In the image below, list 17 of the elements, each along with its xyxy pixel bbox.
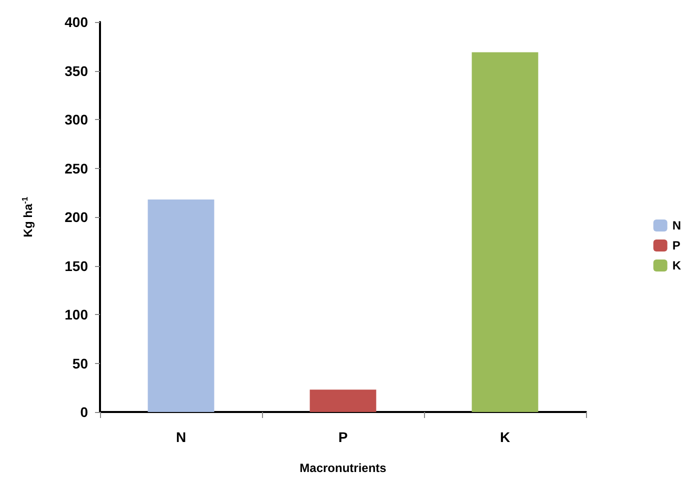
legend-label: P [672, 238, 680, 252]
y-tick-label: 400 [64, 14, 88, 30]
y-tick-label: 250 [64, 160, 88, 176]
x-tick-label: P [338, 429, 348, 445]
x-tick-label: N [176, 429, 186, 445]
y-tick-label: 50 [72, 355, 88, 372]
y-tick-label: 350 [64, 62, 88, 79]
legend-label: K [672, 258, 682, 272]
y-tick-label: 100 [64, 306, 88, 322]
y-axis-title: Kg ha-1 [20, 196, 35, 238]
x-axis-title: Macronutrients [300, 461, 387, 475]
y-tick-label: 150 [64, 258, 88, 274]
y-tick-label: 300 [64, 112, 88, 128]
y-tick-label: 200 [64, 209, 88, 225]
y-tick-label: 0 [80, 404, 88, 420]
legend-label: N [672, 218, 682, 232]
x-tick-label: K [500, 429, 510, 445]
